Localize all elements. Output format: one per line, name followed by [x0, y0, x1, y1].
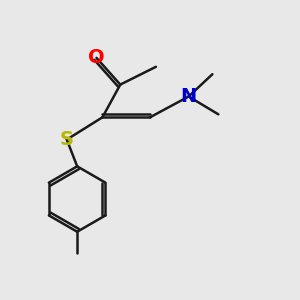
Text: O: O	[88, 48, 105, 68]
Text: S: S	[60, 130, 74, 149]
Text: N: N	[181, 87, 197, 106]
